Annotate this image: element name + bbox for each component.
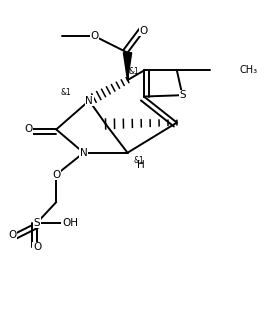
Text: S: S	[34, 218, 40, 228]
Text: O: O	[25, 124, 33, 134]
Text: O: O	[33, 242, 41, 252]
Polygon shape	[124, 53, 132, 80]
Text: &1: &1	[133, 156, 144, 165]
Text: N: N	[85, 96, 93, 106]
Text: O: O	[140, 26, 148, 36]
Text: &1: &1	[129, 67, 140, 77]
Text: &1: &1	[60, 88, 71, 97]
Text: OH: OH	[62, 218, 78, 228]
Text: H: H	[137, 160, 145, 170]
Text: O: O	[52, 170, 60, 180]
Text: O: O	[8, 230, 17, 240]
Text: N: N	[80, 148, 88, 158]
Text: CH₃: CH₃	[240, 66, 258, 76]
Text: S: S	[179, 90, 186, 100]
Text: O: O	[91, 31, 99, 41]
